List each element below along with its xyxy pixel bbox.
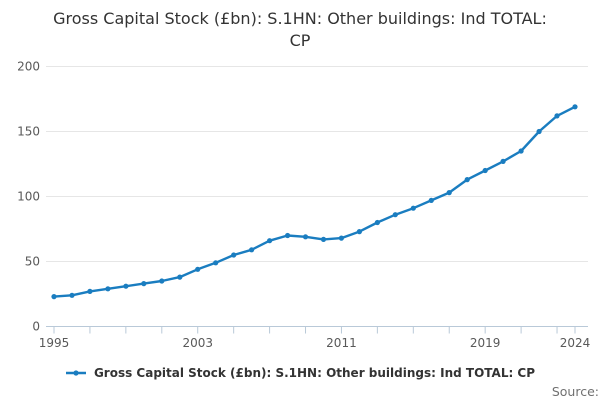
data-point [374,219,380,226]
data-point [285,232,291,239]
x-axis-ticks [53,326,576,334]
svg-text:0: 0 [32,320,40,334]
svg-text:2003: 2003 [182,336,213,350]
gridlines [46,66,588,262]
data-point [428,197,434,203]
data-point [320,236,327,242]
data-point [302,234,309,240]
data-point [195,266,201,272]
data-point [410,205,416,211]
svg-text:50: 50 [25,255,40,269]
data-point [231,252,237,258]
data-point [105,286,111,292]
svg-text:1995: 1995 [39,336,70,350]
source-note: Source: [551,384,599,399]
x-axis-labels: 1995 2003 2011 2019 2024 [39,336,591,350]
chart-title: Gross Capital Stock (£bn): S.1HN: Other … [0,8,600,52]
data-point [392,212,398,218]
data-point [482,167,488,174]
data-point [213,260,219,266]
legend: Gross Capital Stock (£bn): S.1HN: Other … [0,366,600,380]
data-point [338,235,344,241]
data-point [123,283,129,289]
svg-text:200: 200 [17,60,40,74]
data-point [536,128,542,135]
data-point [554,113,560,119]
data-point [572,104,578,110]
series-markers [51,104,578,300]
data-point [446,190,452,196]
data-point [356,229,362,235]
data-point [267,238,273,244]
svg-text:2019: 2019 [470,336,501,350]
svg-text:150: 150 [17,125,40,139]
svg-text:2024: 2024 [560,336,591,350]
data-point [51,294,57,300]
legend-line-marker-icon [65,370,86,376]
data-point [69,292,75,298]
svg-text:100: 100 [17,190,40,204]
data-point [159,278,165,284]
data-point [518,148,524,154]
chart-title-text: Gross Capital Stock (£bn): S.1HN: Other … [53,9,547,50]
y-axis-labels: 0 50 100 150 200 [17,60,40,334]
data-point [249,247,255,253]
data-point [141,281,147,287]
data-point [464,177,470,183]
data-point [87,288,93,294]
legend-label: Gross Capital Stock (£bn): S.1HN: Other … [93,366,536,380]
data-point [500,158,506,164]
data-point [177,274,183,280]
series-line [52,105,577,298]
svg-text:2011: 2011 [326,336,357,350]
